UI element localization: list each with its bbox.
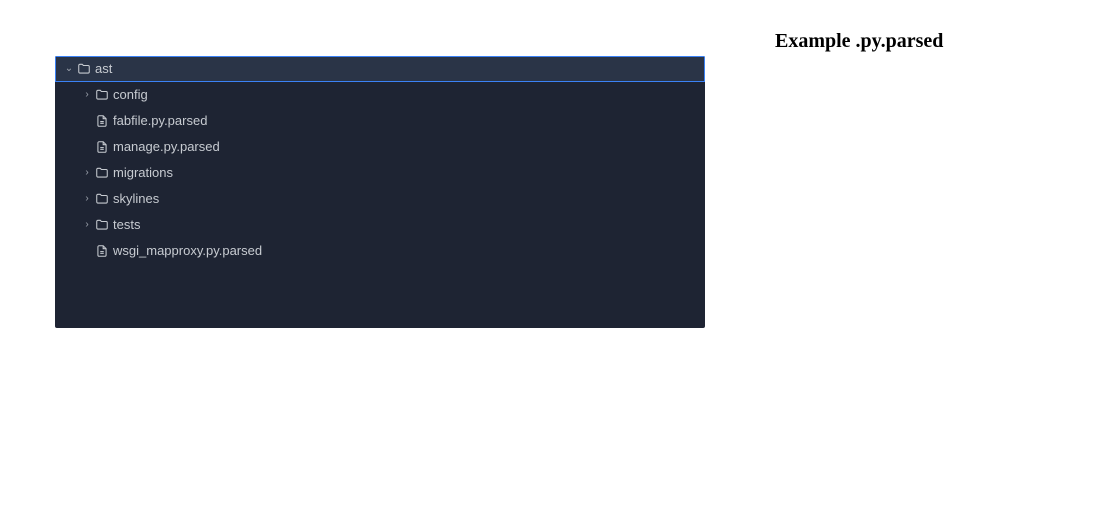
tree-item-label: wsgi_mapproxy.py.parsed (111, 238, 262, 264)
chevron-right-icon[interactable]: › (81, 212, 93, 238)
example-title: Example .py.parsed (775, 30, 943, 53)
chevron-down-icon[interactable]: ⌄ (63, 56, 75, 82)
chevron-right-icon[interactable]: › (81, 186, 93, 212)
tree-file[interactable]: ›wsgi_mapproxy.py.parsed (55, 238, 705, 264)
tree-folder[interactable]: › skylines (55, 186, 705, 212)
tree-file[interactable]: ›manage.py.parsed (55, 134, 705, 160)
tree-item-label: migrations (111, 160, 173, 186)
tree-item-label: ast (93, 56, 112, 82)
folder-icon (93, 218, 111, 232)
folder-icon (75, 62, 93, 76)
file-icon (93, 114, 111, 128)
file-explorer: ⌄ast›config›fabfile.py.parsed›manage.py.… (55, 56, 705, 328)
file-icon (93, 244, 111, 258)
chevron-right-icon[interactable]: › (81, 160, 93, 186)
folder-icon (93, 192, 111, 206)
folder-icon (93, 88, 111, 102)
file-icon (93, 140, 111, 154)
chevron-right-icon[interactable]: › (81, 82, 93, 108)
tree-folder[interactable]: ⌄ ast (55, 56, 705, 82)
tree-file[interactable]: ›fabfile.py.parsed (55, 108, 705, 134)
tree-item-label: config (111, 82, 148, 108)
tree-item-label: fabfile.py.parsed (111, 108, 207, 134)
canvas: ⌄ast›config›fabfile.py.parsed›manage.py.… (0, 0, 1110, 512)
tree-folder[interactable]: › tests (55, 212, 705, 238)
tree-item-label: manage.py.parsed (111, 134, 220, 160)
tree-item-label: tests (111, 212, 140, 238)
tree-item-label: skylines (111, 186, 159, 212)
tree-folder[interactable]: › migrations (55, 160, 705, 186)
tree-folder[interactable]: › config (55, 82, 705, 108)
folder-icon (93, 166, 111, 180)
